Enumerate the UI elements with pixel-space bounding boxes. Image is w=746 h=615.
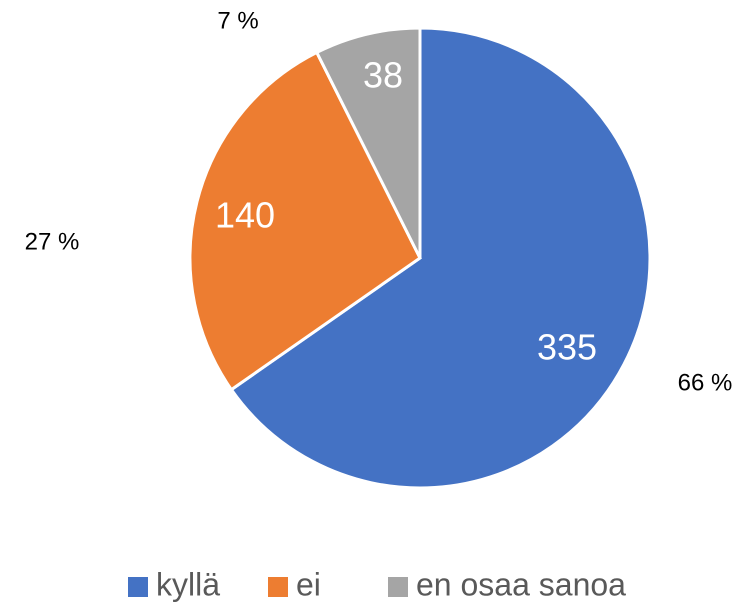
data-label: 335 — [537, 327, 597, 368]
percent-label: 66 % — [678, 369, 733, 396]
percent-label: 7 % — [217, 7, 258, 34]
data-label: 140 — [215, 195, 275, 236]
pie-slice — [229, 26, 652, 490]
data-label: 38 — [363, 55, 403, 96]
legend-swatch — [388, 577, 408, 597]
pie-slice — [314, 26, 422, 259]
pie-slice — [188, 50, 422, 392]
legend-label: en osaa sanoa — [416, 566, 626, 602]
legend-swatch — [128, 577, 148, 597]
legend-label: kyllä — [156, 566, 220, 602]
legend-label: ei — [296, 566, 321, 602]
legend-swatch — [268, 577, 288, 597]
percent-label: 27 % — [25, 228, 80, 255]
